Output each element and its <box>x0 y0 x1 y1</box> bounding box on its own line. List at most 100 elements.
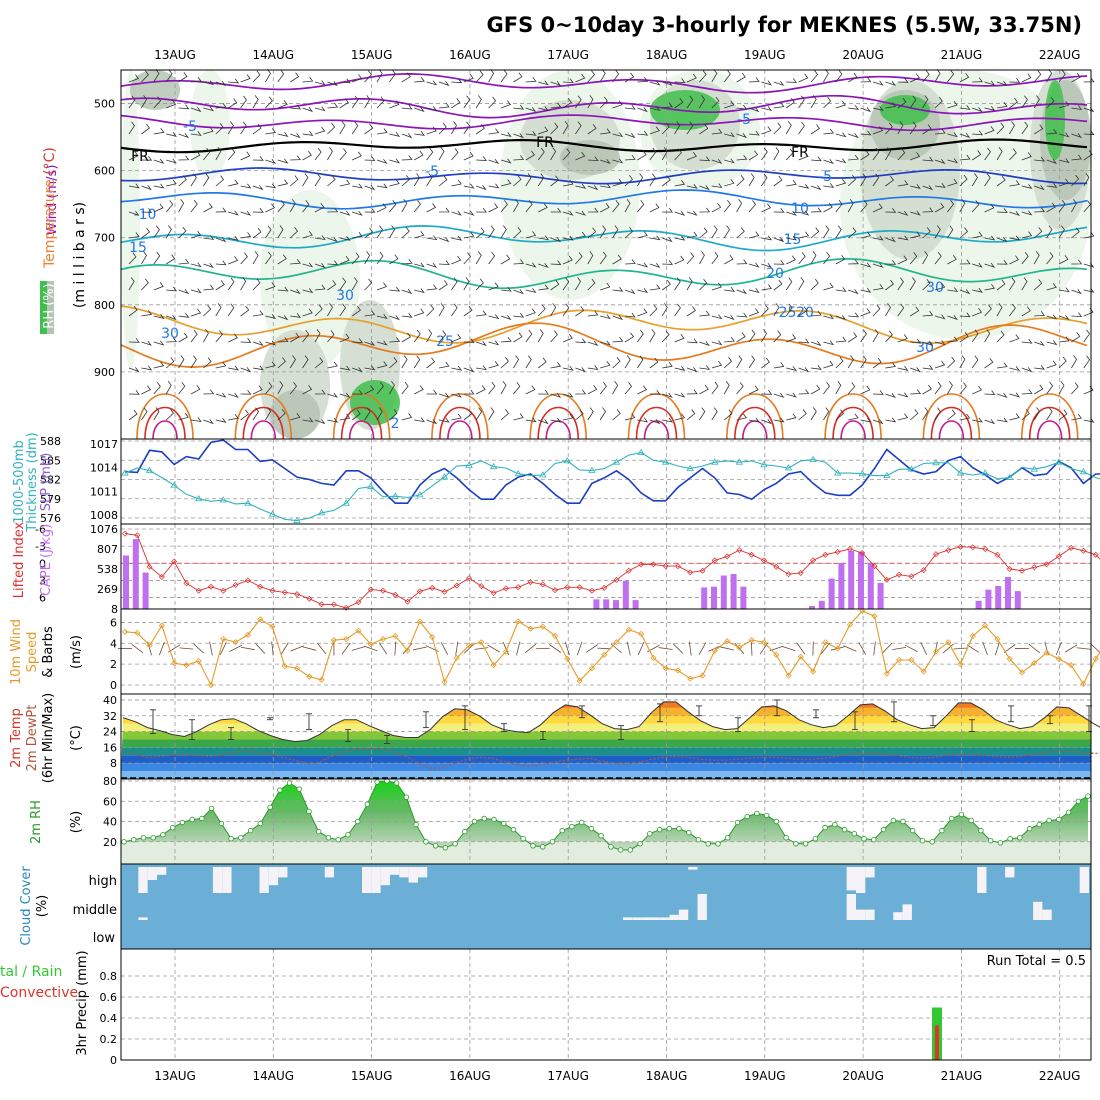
wind-barb <box>364 385 375 395</box>
wind-barb <box>438 81 450 87</box>
wind-barb <box>463 95 471 109</box>
wind-barb <box>934 340 946 346</box>
date-label-bottom: 20AUG <box>842 1069 884 1083</box>
wind-barb <box>860 308 871 317</box>
date-label-top: 14AUG <box>253 48 295 62</box>
li-point <box>699 567 706 574</box>
wind-barb <box>959 259 971 265</box>
wind10m-point <box>1055 655 1062 662</box>
wind-barb <box>748 173 755 187</box>
wind-label: Wind <box>45 203 60 236</box>
wind-barb <box>525 150 535 161</box>
cloud-high-cell <box>855 867 866 893</box>
wind-barb <box>426 262 438 268</box>
wind-barb <box>773 175 783 187</box>
wind-barb <box>575 389 587 395</box>
wind-barb <box>525 417 537 423</box>
isotherm-label: -5 <box>183 119 197 135</box>
li-point <box>466 575 473 582</box>
rh-point <box>238 835 244 841</box>
wind-barb <box>910 73 920 83</box>
wind-barb <box>599 251 607 265</box>
wind-barb <box>339 179 351 187</box>
wind10m-point <box>638 630 645 637</box>
cloud-high-cell <box>268 867 279 886</box>
li-point <box>846 546 853 552</box>
wind-barb <box>389 409 398 421</box>
wind-barb <box>166 286 178 292</box>
wind-barb <box>451 210 462 216</box>
cape-tick: 8 <box>111 603 118 616</box>
temp-band <box>121 771 1091 779</box>
isotherm-label: FR <box>131 149 149 165</box>
wind-barb <box>1071 355 1077 369</box>
wind-barb <box>934 360 946 369</box>
wind-barb <box>686 277 693 291</box>
wind-barb <box>488 314 500 320</box>
wind-barb <box>451 179 462 187</box>
wind-barb <box>265 314 277 319</box>
wind-barb <box>674 255 685 265</box>
wind-barb <box>451 98 461 109</box>
rh-point <box>130 837 137 843</box>
wind-barb <box>438 330 447 343</box>
wind-barb <box>414 107 425 113</box>
wind-barb <box>401 355 408 369</box>
wind-barb <box>389 200 397 213</box>
wind-barb <box>550 361 562 369</box>
wind-barb <box>711 381 719 395</box>
wind-barb <box>1071 154 1083 161</box>
wind-barb <box>624 133 636 139</box>
wind-barb <box>587 251 594 265</box>
li-point <box>662 563 669 570</box>
thickness-point <box>440 473 449 480</box>
li-point <box>920 567 927 574</box>
wind-barb <box>612 100 623 109</box>
wind-barb <box>537 147 545 161</box>
wind10m-point <box>502 648 509 655</box>
wind-barb <box>761 235 773 241</box>
rh-region <box>350 380 400 425</box>
li-point <box>687 569 694 576</box>
wind-barb <box>376 382 384 395</box>
wind-barb <box>500 357 509 369</box>
wind-barb <box>1058 409 1068 421</box>
wind-barb <box>971 355 979 369</box>
wind-barb <box>860 385 871 395</box>
wind-barb <box>637 77 649 83</box>
wind-barb <box>662 260 674 265</box>
isotherm-label: 20 <box>796 305 814 321</box>
wind-barb <box>575 151 586 161</box>
wind-barb <box>463 306 473 317</box>
wind-barb <box>699 207 711 213</box>
wind-barb <box>538 262 549 268</box>
wind-barb <box>339 333 350 343</box>
wind-barb <box>674 334 685 343</box>
wind-barb <box>141 407 148 421</box>
wind-barb <box>959 105 971 110</box>
wind-barb <box>885 303 891 317</box>
wind-barb <box>649 419 661 425</box>
rh-point <box>501 820 507 827</box>
wind-barb <box>984 357 994 369</box>
wind10m-barb <box>394 641 397 656</box>
cape-li-axis-label: Lifted Index CAPE (J/kg) <box>12 521 54 598</box>
wind-barb <box>1058 178 1070 187</box>
wind-barb <box>550 237 562 243</box>
wind-barb <box>587 340 599 346</box>
rh-point <box>910 827 916 834</box>
precip-tick: 0 <box>110 1054 117 1067</box>
wind10m-point <box>846 621 854 628</box>
rh-point <box>588 825 595 832</box>
wind-barb <box>389 286 401 292</box>
wind-barb <box>885 122 893 135</box>
wind10m-point <box>465 642 473 649</box>
wind-barb <box>327 102 339 109</box>
cloud-panel <box>120 863 1092 950</box>
minmax-label: (6hr Min/Max) <box>41 693 56 783</box>
wind-barb <box>203 389 215 395</box>
wind-barb <box>488 183 500 189</box>
wind-barb <box>215 392 227 398</box>
wind-barb <box>885 260 897 265</box>
wind-barb <box>475 278 484 291</box>
